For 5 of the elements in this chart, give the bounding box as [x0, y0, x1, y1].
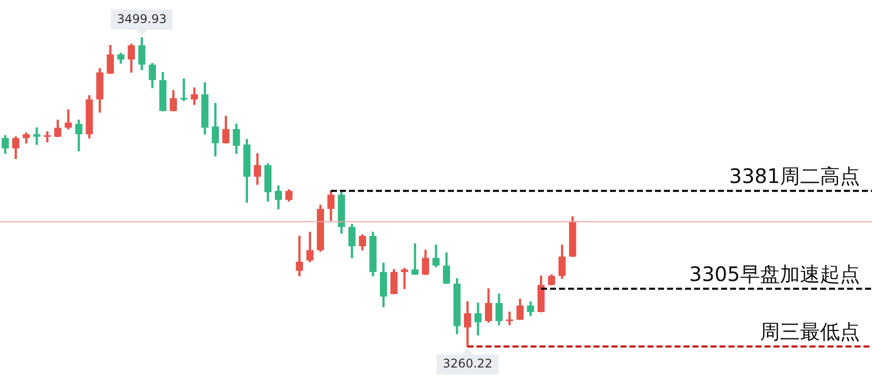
ref-line-label: 3381周二高点: [729, 164, 860, 188]
ref-line-label: 3305早盘加速起点: [689, 262, 860, 286]
ref-line-label: 周三最低点: [760, 320, 860, 344]
annotation: 3260.22: [442, 356, 492, 371]
annotation: 3499.93: [117, 12, 167, 26]
